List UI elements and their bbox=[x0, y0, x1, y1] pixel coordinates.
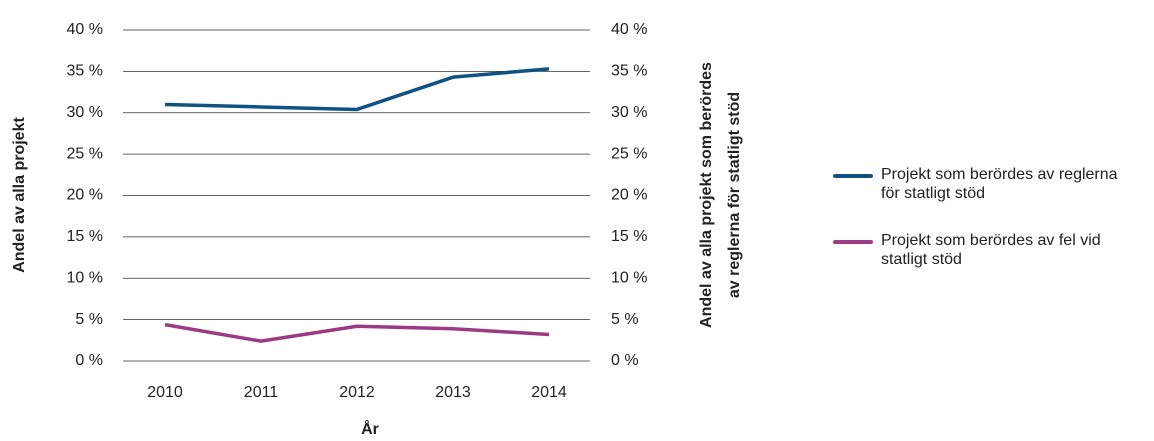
x-tick-label: 2010 bbox=[147, 384, 183, 401]
y-tick-label: 0 % bbox=[75, 352, 103, 369]
y-tick-label: 20 % bbox=[67, 187, 103, 204]
legend-label: Projekt som berördes av reglerna för sta… bbox=[881, 166, 1118, 202]
x-tick-label: 2012 bbox=[339, 384, 375, 401]
y2-tick-label: 30 % bbox=[611, 104, 647, 121]
y2-tick-label: 25 % bbox=[611, 145, 647, 162]
y2-axis-title: Andel av alla projekt som berördes bbox=[698, 62, 715, 328]
y2-tick-label: 35 % bbox=[611, 63, 647, 80]
series-line bbox=[164, 67, 550, 112]
y-tick-label: 15 % bbox=[67, 228, 103, 245]
y-tick-label: 5 % bbox=[75, 311, 103, 328]
y2-tick-label: 10 % bbox=[611, 269, 647, 286]
series-line bbox=[164, 322, 550, 343]
x-tick-label: 2011 bbox=[244, 384, 279, 401]
y-tick-label: 25 % bbox=[67, 145, 103, 162]
legend-label: Projekt som berördes av fel vid statligt… bbox=[881, 232, 1101, 268]
y2-axis-title: av reglerna för statligt stöd bbox=[726, 92, 743, 298]
y-axis-title: Andel av alla projekt bbox=[11, 117, 28, 273]
y2-tick-label: 0 % bbox=[611, 352, 639, 369]
legend-swatch bbox=[833, 174, 873, 178]
y2-tick-label: 15 % bbox=[611, 228, 647, 245]
y-tick-label: 35 % bbox=[67, 63, 103, 80]
y2-tick-label: 5 % bbox=[611, 311, 639, 328]
y2-tick-label: 20 % bbox=[611, 187, 647, 204]
legend-item: Projekt som berördes av reglerna för sta… bbox=[833, 165, 1153, 203]
y2-tick-label: 40 % bbox=[611, 21, 647, 38]
x-tick-label: 2013 bbox=[435, 384, 471, 401]
legend-item: Projekt som berördes av fel vid statligt… bbox=[833, 231, 1153, 269]
legend: Projekt som berördes av reglerna för sta… bbox=[833, 165, 1153, 297]
x-tick-label: 2014 bbox=[531, 384, 567, 401]
y-tick-label: 30 % bbox=[67, 104, 103, 121]
y-tick-label: 10 % bbox=[67, 269, 103, 286]
x-axis-title: År bbox=[361, 419, 379, 438]
legend-swatch bbox=[833, 240, 873, 244]
y-tick-label: 40 % bbox=[67, 21, 103, 38]
